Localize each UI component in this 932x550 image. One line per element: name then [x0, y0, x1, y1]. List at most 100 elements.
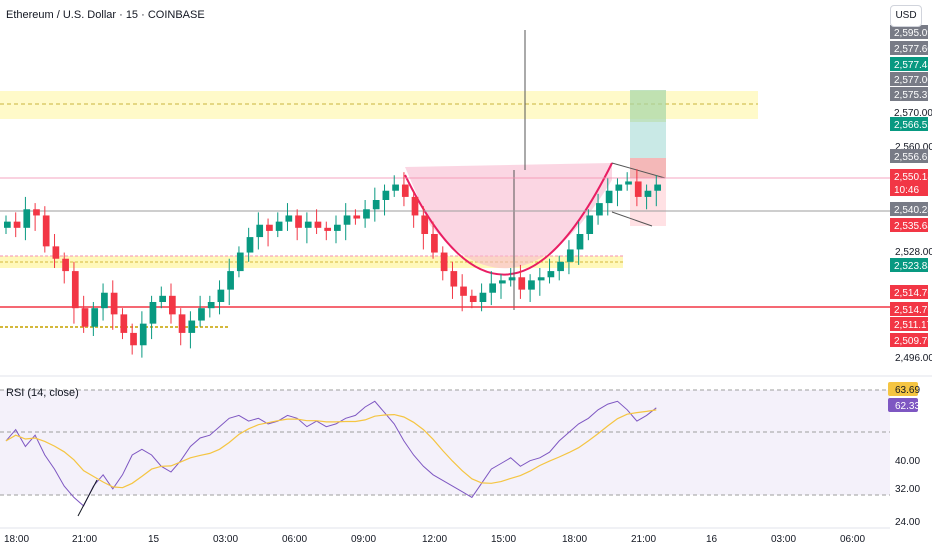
- time-tick-label: 15:00: [491, 534, 516, 545]
- candle: [101, 292, 108, 309]
- currency-button[interactable]: USD: [890, 5, 922, 27]
- candle: [615, 184, 623, 191]
- price-badge-bg: [890, 117, 928, 131]
- candle: [324, 227, 331, 231]
- candle: [431, 234, 438, 253]
- price-badge-bg: [890, 285, 928, 299]
- price-badge: 2,550.18: [894, 172, 932, 183]
- candle: [596, 203, 603, 216]
- candle: [130, 332, 137, 346]
- price-badge-bg: [890, 302, 928, 316]
- candle: [139, 323, 147, 346]
- candle: [4, 221, 11, 228]
- time-tick-label: 18:00: [562, 534, 587, 545]
- candle: [169, 295, 176, 315]
- chart-title: Ethereum / U.S. Dollar · 15 · COINBASE: [6, 9, 205, 21]
- rsi-tick-label: 40.00: [895, 456, 920, 467]
- candle: [304, 221, 312, 228]
- price-badge: 2,523.84: [894, 261, 932, 272]
- candle: [71, 271, 79, 309]
- rsi-ma-value: 62.33: [895, 401, 920, 412]
- target-zone-upper[interactable]: [630, 90, 666, 122]
- time-axis: 18:00 21:00 15 03:00 06:00 09:00 12:00 15:00 18:…: [4, 534, 865, 545]
- time-tick-label: 15: [148, 534, 160, 545]
- time-tick-label: 16: [706, 534, 718, 545]
- price-badge-bg: [890, 218, 928, 232]
- price-badge-bg: [890, 41, 928, 55]
- candle: [382, 190, 390, 200]
- price-badge: 2,514.76: [894, 288, 932, 299]
- candlestick-series: [4, 169, 661, 358]
- candle: [508, 277, 516, 281]
- candle: [217, 289, 225, 302]
- rsi-band: [0, 390, 890, 495]
- price-badge: 2,566.53: [894, 120, 932, 131]
- candle: [644, 190, 652, 197]
- candle: [411, 196, 419, 216]
- stop-zone-upper[interactable]: [630, 158, 666, 178]
- flag-bottom-line: [611, 211, 653, 227]
- candle: [227, 271, 234, 290]
- time-tick-label: 18:00: [4, 534, 29, 545]
- price-badge: 2,511.17: [894, 320, 932, 331]
- candle: [159, 295, 166, 302]
- price-tick-label: 2,528.00: [895, 247, 932, 258]
- price-badge: 2,570.00: [894, 108, 932, 119]
- rsi-ma-line: [5, 409, 657, 489]
- rsi-ma-badge: [888, 398, 918, 412]
- candle: [188, 320, 196, 333]
- price-badge-bg: [890, 317, 928, 331]
- candle: [634, 181, 642, 197]
- candle: [23, 209, 31, 228]
- price-badge-bg: [890, 202, 928, 216]
- candle: [479, 292, 487, 302]
- price-badge: 2,577.60: [894, 44, 932, 55]
- price-badge: 2,556.62: [894, 152, 932, 163]
- candle: [566, 249, 574, 262]
- candle: [518, 277, 526, 290]
- price-badge-bg: [890, 333, 928, 347]
- candle: [450, 271, 458, 287]
- candle: [266, 224, 273, 231]
- candle: [81, 308, 89, 327]
- candle: [363, 209, 370, 219]
- candle: [275, 221, 283, 231]
- candle: [256, 224, 264, 238]
- price-badge-bg: [890, 87, 928, 101]
- candle: [236, 252, 244, 272]
- candle: [207, 302, 215, 309]
- candle: [120, 314, 128, 333]
- candle: [62, 258, 69, 272]
- candle: [42, 215, 50, 247]
- price-badge-bg: [890, 169, 928, 183]
- candle: [392, 184, 399, 191]
- rsi-value: 63.69: [895, 385, 920, 396]
- price-badge: 2,577.48: [894, 60, 932, 71]
- price-badges: 2,595.09 2,577.60 2,577.48 2,577.00 2,575.37…: [890, 25, 932, 347]
- candle: [13, 221, 21, 228]
- price-tick-label: 2,496.00: [895, 353, 932, 364]
- candle: [372, 200, 380, 210]
- price-badge-bg: [890, 57, 928, 71]
- candle: [246, 237, 254, 253]
- candle: [586, 215, 594, 234]
- rsi-tick-label: 32.00: [895, 484, 920, 495]
- candle: [625, 181, 632, 185]
- candle: [353, 215, 361, 219]
- candle: [605, 190, 613, 204]
- price-badge: 2,540.24: [894, 205, 932, 216]
- candle: [440, 252, 448, 272]
- candle: [110, 292, 118, 315]
- candle: [343, 215, 351, 225]
- candle: [198, 308, 205, 321]
- candle: [314, 221, 322, 228]
- price-badge-bg: [890, 258, 928, 272]
- candle: [469, 295, 477, 302]
- time-tick-label: 21:00: [631, 534, 656, 545]
- price-badge: 2,577.00: [894, 75, 932, 86]
- candle: [401, 184, 409, 197]
- target-zone[interactable]: [630, 122, 666, 158]
- price-badge-bg: [890, 182, 928, 196]
- time-tick-label: 03:00: [771, 534, 796, 545]
